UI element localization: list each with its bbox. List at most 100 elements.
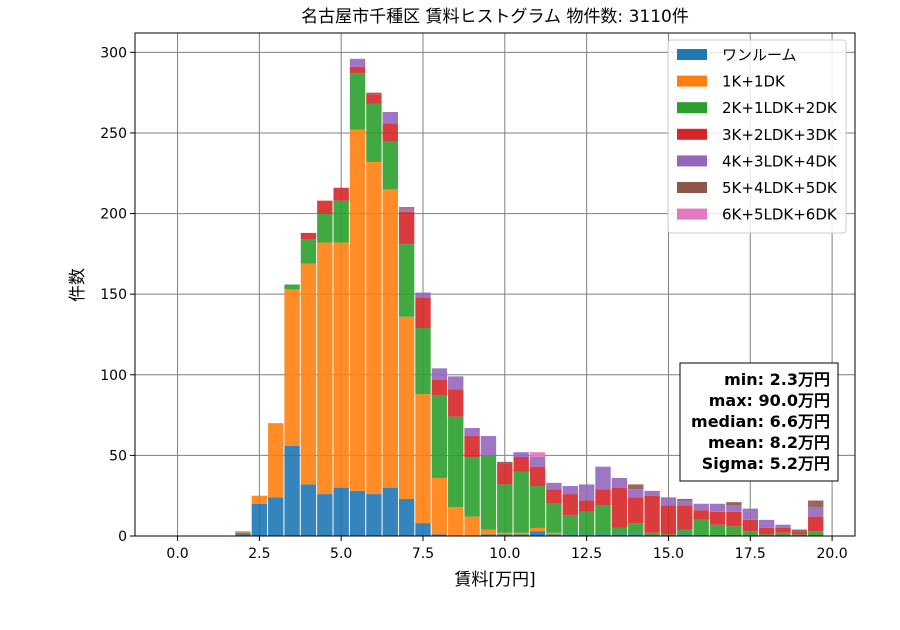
bar-segment [317,494,333,536]
bar-segment [398,208,415,212]
bar-segment [562,494,578,516]
bar-segment [529,457,546,467]
legend-swatch [677,75,707,87]
bar-segment [497,532,513,535]
bar-segment [382,141,398,190]
bar-segment [546,482,562,490]
bar-segment [611,477,628,488]
bar-segment [562,486,578,495]
bar-segment [677,534,693,536]
x-tick-label: 17.5 [735,546,766,562]
bar-segment [431,534,448,536]
bar-segment [300,484,317,536]
bar-segment [546,532,562,535]
x-tick-label: 5.0 [330,546,352,562]
bar-segment [709,511,726,525]
bar-segment [398,244,415,317]
x-tick-label: 2.5 [248,546,270,562]
bar-segment [448,416,464,507]
bar-segment [791,529,808,532]
bar-segment [578,511,595,535]
bar-segment [611,527,628,535]
bar-segment [546,534,562,536]
legend-frame [667,39,847,234]
x-tick-label: 0.0 [166,546,188,562]
legend-swatch [677,208,707,220]
x-tick-label: 15.0 [653,546,684,562]
bar-segment [349,58,366,67]
bar-segment [251,503,268,536]
legend-swatch [677,182,707,193]
bar-segment [480,534,497,536]
bar-segment [775,527,791,533]
x-axis-title: 賃料[万円] [454,570,535,590]
bar-segment [448,376,464,390]
bar-segment [595,534,611,536]
x-axis-ticks: 0.0 2.5 5.0 7.5 10.0 12.5 15.0 17.5 20.0 [166,536,848,562]
bar-segment [333,187,349,201]
bar-segment [464,457,480,517]
bar-segment [398,316,415,499]
bar-segment [415,297,431,329]
stats-line: min: 2.3万円 [724,370,830,389]
x-tick-label: 7.5 [412,546,434,562]
stats-frame [679,362,839,482]
y-tick-label: 100 [100,368,127,384]
x-tick-label: 12.5 [571,546,602,562]
bar-segment [546,503,562,533]
stats-box: min: 2.3万円 max: 90.0万円 median: 6.6万円 mean: … [679,362,839,482]
bar-segment [529,527,546,532]
bar-segment [513,471,529,533]
legend-label: 2K+1LDK+2DK [722,99,838,117]
legend-swatch [677,155,707,167]
bar-segment [791,531,808,535]
bar-segment [464,427,480,437]
bar-segment [317,200,333,214]
bar-segment [693,510,709,520]
bar-segment [595,466,611,490]
bar-segment [284,445,300,536]
bar-segment [268,423,284,498]
bar-segment [300,239,317,264]
bar-segment [611,487,628,528]
bar-segment [628,534,644,536]
bar-segment [529,486,546,528]
bar-segment [398,498,415,536]
bar-segment [611,534,628,536]
bar-segment [333,242,349,488]
bar-segment [431,379,448,396]
bar-segment [513,452,529,458]
bar-segment [513,532,529,535]
legend-swatch [677,49,707,60]
bar-segment [382,189,398,488]
bar-segment [660,534,677,536]
bar-segment [284,284,300,290]
stats-line: median: 6.6万円 [691,412,830,431]
x-tick-label: 10.0 [489,546,520,562]
bar-segment [693,519,709,536]
bar-segment [529,531,546,536]
bar-segment [431,477,448,535]
bar-segment [726,526,742,536]
bar-segment [398,207,415,209]
y-tick-label: 250 [100,126,127,142]
bar-segment [431,395,448,478]
bar-segment [546,489,562,504]
bar-segment [595,505,611,535]
legend-label: 5K+4LDK+5DK [722,179,838,197]
bar-segment [628,523,644,535]
bar-segment [758,527,775,535]
bar-segment [415,394,431,524]
bar-segment [742,508,758,520]
legend-label: 4K+3LDK+4DK [722,152,838,170]
bar-segment [709,503,726,512]
y-tick-label: 300 [100,45,127,61]
bar-segment [431,368,448,380]
bar-segment [808,531,824,536]
bar-segment [349,73,366,130]
bar-segment [758,519,775,528]
bar-segment [497,461,513,464]
bar-segment [415,292,431,298]
bar-segment [578,534,595,536]
bar-segment [562,515,578,535]
